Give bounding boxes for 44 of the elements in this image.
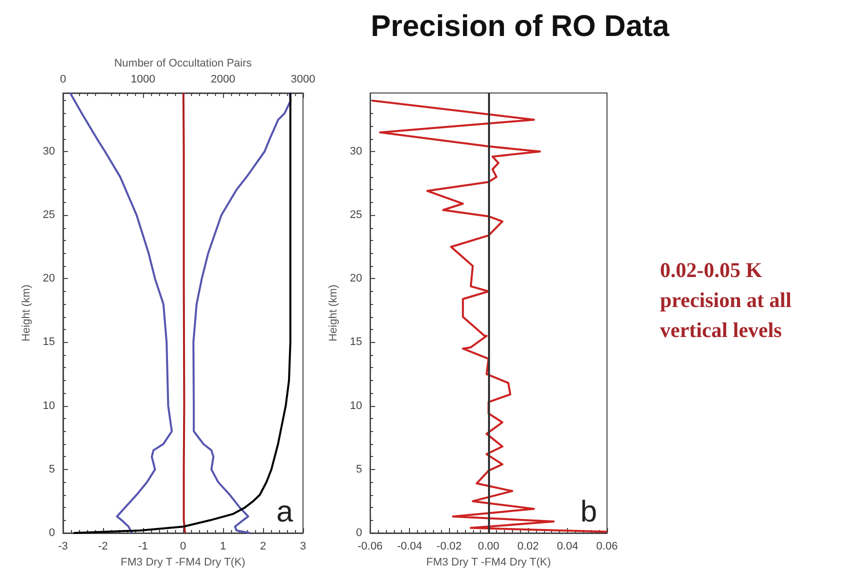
- x-tick-label: -0.02: [436, 540, 462, 552]
- y-axis-title: Height (km): [328, 284, 340, 342]
- x-tick-label: -2: [98, 540, 108, 552]
- x-tick-label: -0.04: [397, 540, 422, 552]
- y-tick-label: 5: [48, 463, 55, 476]
- line-series: [192, 92, 292, 534]
- x-tick-label: -0.06: [358, 540, 383, 552]
- x2-tick-label: 0: [60, 74, 66, 86]
- x-tick-label: 0: [180, 540, 186, 552]
- x-axis-title: FM3 Dry T -FM4 Dry T(K): [426, 556, 551, 568]
- x2-tick-label: 1000: [130, 74, 156, 86]
- line-series: [69, 92, 173, 534]
- y-tick-label: 30: [350, 145, 362, 158]
- text: 0.02-0.05 K precision at all vertical levels: [660, 257, 792, 344]
- y-tick-label: 20: [42, 272, 55, 285]
- y-tick-label: 25: [42, 209, 55, 222]
- x-tick-label: 0.06: [596, 540, 618, 552]
- x2-tick-label: 2000: [210, 74, 236, 86]
- x-tick-label: 1: [220, 540, 226, 552]
- x-axis-title: FM3 Dry T -FM4 Dry T(K): [120, 556, 246, 568]
- x-tick-label: 3: [300, 540, 306, 552]
- x-tick-label: 0.04: [556, 540, 578, 552]
- y-tick-label: 30: [42, 145, 55, 158]
- x-tick-label: -1: [138, 540, 148, 552]
- y-tick-label: 15: [350, 336, 362, 348]
- x-tick-label: 0.00: [478, 540, 500, 552]
- y-tick-label: 20: [350, 272, 362, 285]
- y-tick-label: 15: [42, 336, 55, 348]
- chart-title: Precision of RO Data: [370, 10, 670, 44]
- x2-tick-label: 3000: [290, 74, 316, 86]
- line-series: [182, 92, 186, 534]
- x-tick-label: 0.02: [517, 540, 539, 552]
- y-tick-label: 0: [356, 527, 362, 539]
- annotation: a: [276, 496, 294, 528]
- y-tick-label: 0: [48, 527, 55, 539]
- x2-axis-title: Number of Occultation Pairs: [114, 58, 252, 70]
- y-axis-title: Height (km): [20, 284, 32, 342]
- y-tick-label: 10: [42, 400, 55, 412]
- y-tick-label: 25: [350, 209, 362, 222]
- y-tick-label: 10: [350, 400, 362, 412]
- y-tick-label: 5: [356, 463, 362, 476]
- x-tick-label: -3: [58, 540, 68, 552]
- x-tick-label: 2: [260, 540, 266, 552]
- annotation: b: [580, 496, 598, 528]
